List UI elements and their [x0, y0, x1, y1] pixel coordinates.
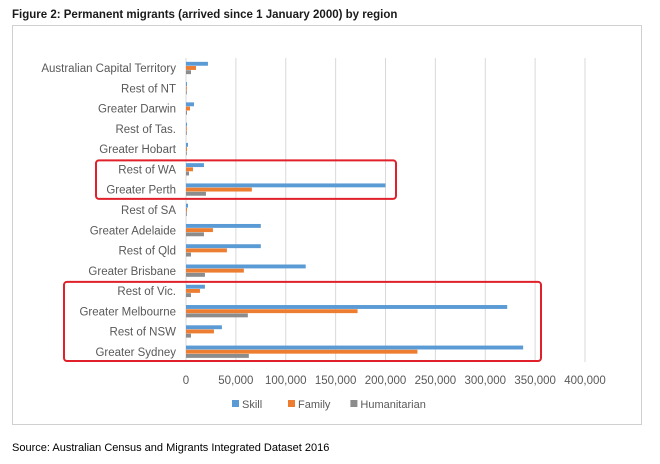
bar-family [186, 167, 193, 172]
legend-label: Family [298, 399, 331, 411]
bar-skill [186, 82, 187, 86]
bar-skill [186, 102, 194, 107]
legend-swatch [288, 400, 295, 407]
bar-family [186, 309, 358, 314]
category-label: Greater Darwin [98, 104, 176, 116]
bar-skill [186, 61, 208, 66]
x-tick-label: 400,000 [564, 375, 606, 387]
bar-family [186, 147, 187, 151]
bar-humanitarian [186, 252, 191, 257]
bar-humanitarian [186, 70, 191, 75]
bar-humanitarian [186, 171, 189, 176]
x-tick-label: 300,000 [464, 375, 506, 387]
figure-title: Figure 2: Permanent migrants (arrived si… [12, 9, 398, 21]
category-label: Rest of Qld [118, 246, 176, 258]
category-label: Greater Brisbane [88, 266, 176, 278]
bar-skill [186, 122, 187, 127]
bar-family [186, 288, 200, 293]
bar-skill [186, 284, 205, 289]
bar-humanitarian [186, 272, 205, 277]
bar-family [186, 106, 190, 111]
legend-swatch [232, 400, 239, 407]
bar-skill [186, 223, 261, 228]
x-tick-label: 0 [183, 375, 189, 387]
bar-family [186, 349, 418, 354]
bar-humanitarian [186, 333, 191, 338]
bar-skill [186, 183, 386, 188]
x-tick-label: 250,000 [415, 375, 457, 387]
category-label: Greater Sydney [95, 347, 176, 359]
x-tick-label: 200,000 [365, 375, 407, 387]
category-label: Rest of SA [121, 205, 176, 217]
category-label: Rest of Tas. [115, 124, 176, 136]
bar-humanitarian [186, 110, 187, 115]
category-label: Greater Melbourne [79, 306, 176, 318]
bar-skill [186, 345, 524, 350]
category-label: Australian Capital Territory [41, 63, 176, 75]
bar-skill [186, 203, 188, 208]
category-label: Rest of NT [121, 83, 176, 95]
bar-family [186, 86, 187, 91]
x-tick-label: 150,000 [315, 375, 357, 387]
bar-family [186, 66, 196, 70]
legend-label: Humanitarian [360, 399, 425, 411]
legend-swatch [350, 400, 358, 407]
bar-humanitarian [186, 353, 249, 358]
figure-source: Source: Australian Census and Migrants I… [12, 442, 330, 454]
bar-humanitarian [186, 90, 187, 95]
chart-frame [12, 25, 642, 425]
bar-skill [186, 163, 204, 168]
bar-family [186, 126, 187, 131]
category-label: Rest of NSW [110, 327, 177, 339]
category-label: Rest of Vic. [117, 286, 176, 298]
bar-humanitarian [186, 313, 248, 318]
bar-skill [186, 142, 188, 147]
bar-skill [186, 264, 306, 269]
bar-skill [186, 325, 222, 330]
bar-humanitarian [186, 191, 206, 196]
bar-humanitarian [186, 151, 187, 156]
bar-humanitarian [186, 131, 187, 135]
bar-family [186, 248, 227, 253]
highlight-box [95, 159, 397, 200]
category-label: Greater Perth [106, 185, 176, 197]
bar-humanitarian [186, 293, 191, 298]
bar-skill [186, 305, 508, 309]
bar-family [186, 187, 252, 192]
x-tick-label: 350,000 [514, 375, 556, 387]
legend-label: Skill [242, 399, 262, 411]
bar-skill [186, 244, 261, 249]
bar-humanitarian [186, 232, 204, 237]
bar-family [186, 329, 214, 334]
bar-humanitarian [186, 212, 187, 216]
category-label: Greater Hobart [99, 144, 177, 156]
highlight-box [63, 280, 542, 362]
bar-family [186, 228, 213, 233]
bar-family [186, 207, 187, 212]
x-tick-label: 50,000 [218, 375, 253, 387]
category-label: Rest of WA [118, 164, 176, 176]
category-label: Greater Adelaide [90, 225, 176, 237]
x-tick-label: 100,000 [265, 375, 307, 387]
bar-family [186, 268, 244, 273]
